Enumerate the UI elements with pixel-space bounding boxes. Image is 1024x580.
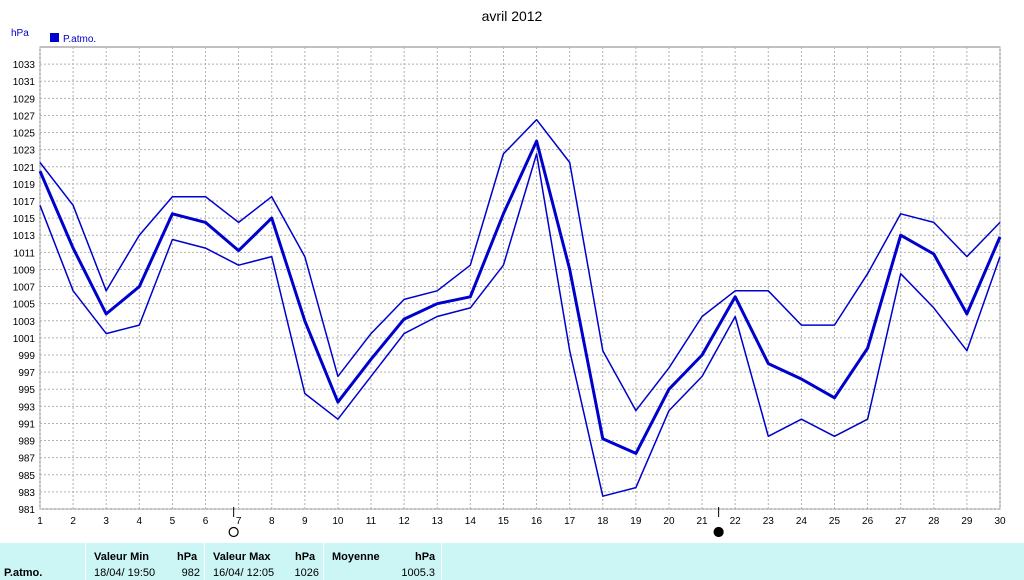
y-ticks: 981 983 985 987 989 991 993 995 997 999 1001 1003 10…	[13, 60, 36, 516]
y-tick-label: 1001	[13, 334, 36, 345]
x-tick-label: 28	[928, 516, 940, 527]
min-date: 18/04/ 19:50	[94, 567, 156, 579]
max-value: 1026	[294, 567, 319, 579]
x-tick-label: 27	[895, 516, 907, 527]
y-tick-label: 1015	[13, 214, 36, 225]
min-value: 982	[181, 567, 200, 579]
x-tick-label: 17	[564, 516, 576, 527]
y-tick-label: 1011	[13, 248, 35, 259]
x-tick-label: 19	[630, 516, 642, 527]
mean-header: Moyenne	[332, 551, 380, 563]
x-tick-label: 13	[432, 516, 444, 527]
min-unit: hPa	[177, 551, 198, 563]
mean-value: 1005.3	[401, 567, 435, 579]
min-header: Valeur Min	[94, 551, 150, 563]
x-tick-label: 8	[269, 516, 275, 527]
y-tick-label: 1005	[13, 300, 36, 311]
x-tick-label: 21	[697, 516, 709, 527]
legend-swatch	[50, 33, 59, 42]
x-tick-label: 2	[70, 516, 76, 527]
x-tick-label: 9	[302, 516, 308, 527]
y-tick-label: 983	[18, 488, 35, 499]
x-tick-label: 11	[366, 516, 377, 527]
summary-mean-cell: Moyenne hPa 1005.3	[323, 543, 441, 580]
x-tick-label: 1	[37, 516, 43, 527]
y-tick-label: 985	[18, 471, 35, 482]
y-axis-label: hPa	[11, 28, 29, 39]
x-tick-label: 4	[137, 516, 143, 527]
y-tick-label: 1023	[13, 146, 36, 157]
x-tick-label: 29	[961, 516, 973, 527]
series-line-max	[39, 118, 1001, 412]
x-tick-label: 25	[829, 516, 841, 527]
x-tick-label: 30	[994, 516, 1006, 527]
y-tick-label: 1025	[13, 129, 36, 140]
summary-min-cell: Valeur Min hPa 18/04/ 19:50 982	[85, 543, 204, 580]
x-tick-label: 5	[170, 516, 176, 527]
y-tick-label: 1031	[13, 77, 36, 88]
series-lines	[38, 118, 1002, 497]
moon-new-icon	[228, 526, 239, 538]
y-tick-label: 1019	[13, 180, 36, 191]
x-ticks: 1 2 3 4 5 6 7 8 9 10 11 12 13 14 15 16 17 18 19 20 21 22 23 24 2…	[37, 516, 1006, 527]
x-tick-label: 14	[465, 516, 477, 527]
y-tick-label: 1033	[13, 60, 36, 71]
x-tick-label: 22	[730, 516, 742, 527]
x-tick-label: 12	[399, 516, 411, 527]
y-tick-label: 1013	[13, 231, 36, 242]
y-tick-label: 999	[18, 351, 35, 362]
y-tick-label: 987	[18, 454, 35, 465]
chart-title: avril 2012	[482, 8, 543, 24]
y-tick-label: 1003	[13, 317, 36, 328]
y-tick-label: 991	[18, 419, 35, 430]
moon-markers	[228, 507, 724, 538]
legend-label: P.atmo.	[63, 34, 96, 45]
x-tick-label: 24	[796, 516, 808, 527]
y-tick-label: 1021	[13, 163, 36, 174]
mean-unit: hPa	[415, 551, 436, 563]
summary-row-label: P.atmo.	[4, 567, 43, 579]
y-tick-label: 1027	[13, 111, 36, 122]
series-line-min	[39, 153, 1001, 497]
x-tick-label: 18	[597, 516, 609, 527]
y-tick-label: 989	[18, 437, 35, 448]
moon-full-icon	[713, 526, 724, 538]
y-tick-label: 995	[18, 385, 35, 396]
x-tick-label: 6	[203, 516, 209, 527]
plot-area	[39, 46, 1001, 510]
x-tick-label: 15	[498, 516, 510, 527]
y-tick-label: 981	[18, 505, 35, 516]
series-line-mean	[38, 139, 1002, 455]
summary-max-cell: Valeur Max hPa 16/04/ 12:05 1026	[204, 543, 323, 580]
summary-table: P.atmo. Valeur Min hPa 18/04/ 19:50 982 …	[0, 543, 1024, 580]
x-tick-label: 10	[332, 516, 344, 527]
max-header: Valeur Max	[213, 551, 271, 563]
x-tick-label: 20	[663, 516, 675, 527]
x-tick-label: 3	[103, 516, 109, 527]
max-unit: hPa	[295, 551, 316, 563]
max-date: 16/04/ 12:05	[213, 567, 275, 579]
x-tick-label: 16	[531, 516, 543, 527]
y-tick-label: 1009	[13, 265, 36, 276]
summary-empty-cell	[441, 543, 1024, 580]
y-tick-label: 993	[18, 402, 35, 413]
pressure-chart: avril 2012 hPa P.atmo. 98198398598798999…	[11, 8, 1006, 538]
y-tick-label: 1017	[13, 197, 36, 208]
y-tick-label: 1029	[13, 94, 36, 105]
y-tick-label: 1007	[13, 283, 36, 294]
x-tick-label: 7	[236, 516, 242, 527]
x-tick-label: 26	[862, 516, 874, 527]
x-tick-label: 23	[763, 516, 775, 527]
y-tick-label: 997	[18, 368, 35, 379]
